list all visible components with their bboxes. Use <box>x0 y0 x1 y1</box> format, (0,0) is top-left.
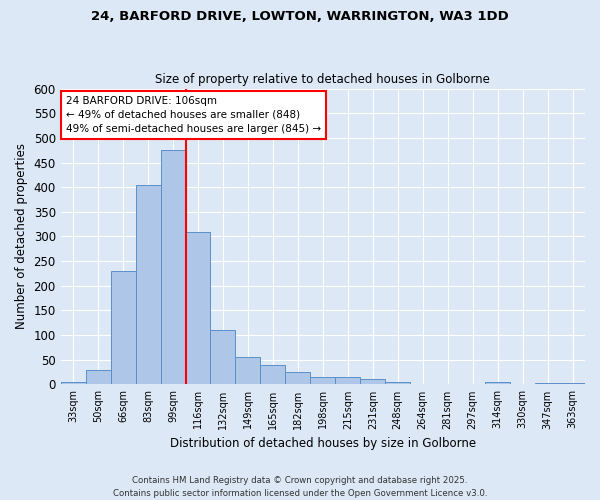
Bar <box>61 382 86 384</box>
Title: Size of property relative to detached houses in Golborne: Size of property relative to detached ho… <box>155 73 490 86</box>
Bar <box>360 380 385 384</box>
Text: Contains HM Land Registry data © Crown copyright and database right 2025.
Contai: Contains HM Land Registry data © Crown c… <box>113 476 487 498</box>
Bar <box>335 377 360 384</box>
Bar <box>185 232 211 384</box>
Bar <box>110 271 136 384</box>
Bar <box>260 364 286 384</box>
Bar <box>310 377 335 384</box>
Bar <box>385 382 410 384</box>
Bar <box>211 330 235 384</box>
X-axis label: Distribution of detached houses by size in Golborne: Distribution of detached houses by size … <box>170 437 476 450</box>
Bar <box>136 184 161 384</box>
Bar <box>86 370 110 384</box>
Bar <box>235 358 260 384</box>
Bar <box>560 383 585 384</box>
Bar <box>161 150 185 384</box>
Text: 24 BARFORD DRIVE: 106sqm
← 49% of detached houses are smaller (848)
49% of semi-: 24 BARFORD DRIVE: 106sqm ← 49% of detach… <box>66 96 321 134</box>
Bar <box>485 382 510 384</box>
Y-axis label: Number of detached properties: Number of detached properties <box>15 144 28 330</box>
Text: 24, BARFORD DRIVE, LOWTON, WARRINGTON, WA3 1DD: 24, BARFORD DRIVE, LOWTON, WARRINGTON, W… <box>91 10 509 23</box>
Bar <box>535 383 560 384</box>
Bar <box>286 372 310 384</box>
